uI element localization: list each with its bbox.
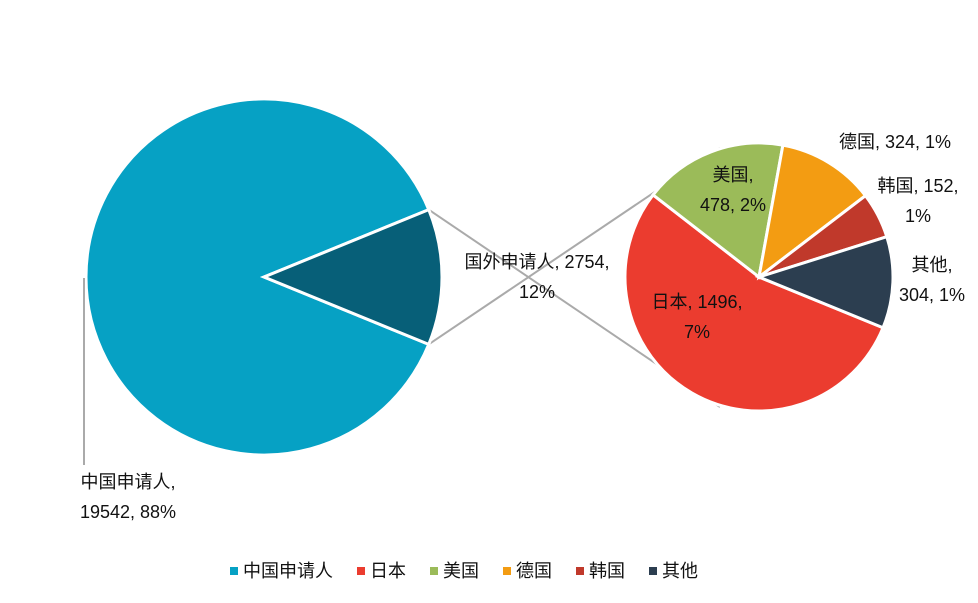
legend-label: 韩国 (589, 561, 625, 581)
data-label: 其他, (911, 255, 952, 275)
pie-slice (623, 192, 885, 413)
data-label: 韩国, 152, (877, 176, 958, 196)
data-label: 478, 2% (700, 195, 766, 215)
data-label: 1% (905, 206, 931, 226)
data-label: 日本, 1496, (651, 292, 742, 312)
data-label: 德国, 324, 1% (839, 132, 951, 152)
legend-marker (357, 567, 365, 575)
legend-label: 中国申请人 (243, 561, 333, 581)
data-label: 7% (684, 322, 710, 342)
pie-slice (754, 234, 895, 330)
legend-marker (649, 567, 657, 575)
legend-label: 美国 (443, 561, 479, 581)
data-label: 304, 1% (899, 285, 965, 305)
data-label: 中国申请人, (80, 472, 175, 492)
legend-marker (430, 567, 438, 575)
data-label: 国外申请人, 2754, (464, 252, 609, 272)
legend-marker (503, 567, 511, 575)
legend-label: 其他 (662, 561, 698, 581)
legend-label: 德国 (516, 561, 552, 581)
pie-slice (84, 97, 431, 457)
pie-slice (756, 143, 868, 281)
pie-slice (260, 207, 444, 347)
legend-label: 日本 (370, 561, 406, 581)
data-label: 12% (519, 282, 555, 302)
data-label: 美国, (712, 165, 753, 185)
legend-marker (576, 567, 584, 575)
data-label: 19542, 88% (80, 502, 176, 522)
pie-slice (650, 141, 785, 280)
legend-marker (230, 567, 238, 575)
